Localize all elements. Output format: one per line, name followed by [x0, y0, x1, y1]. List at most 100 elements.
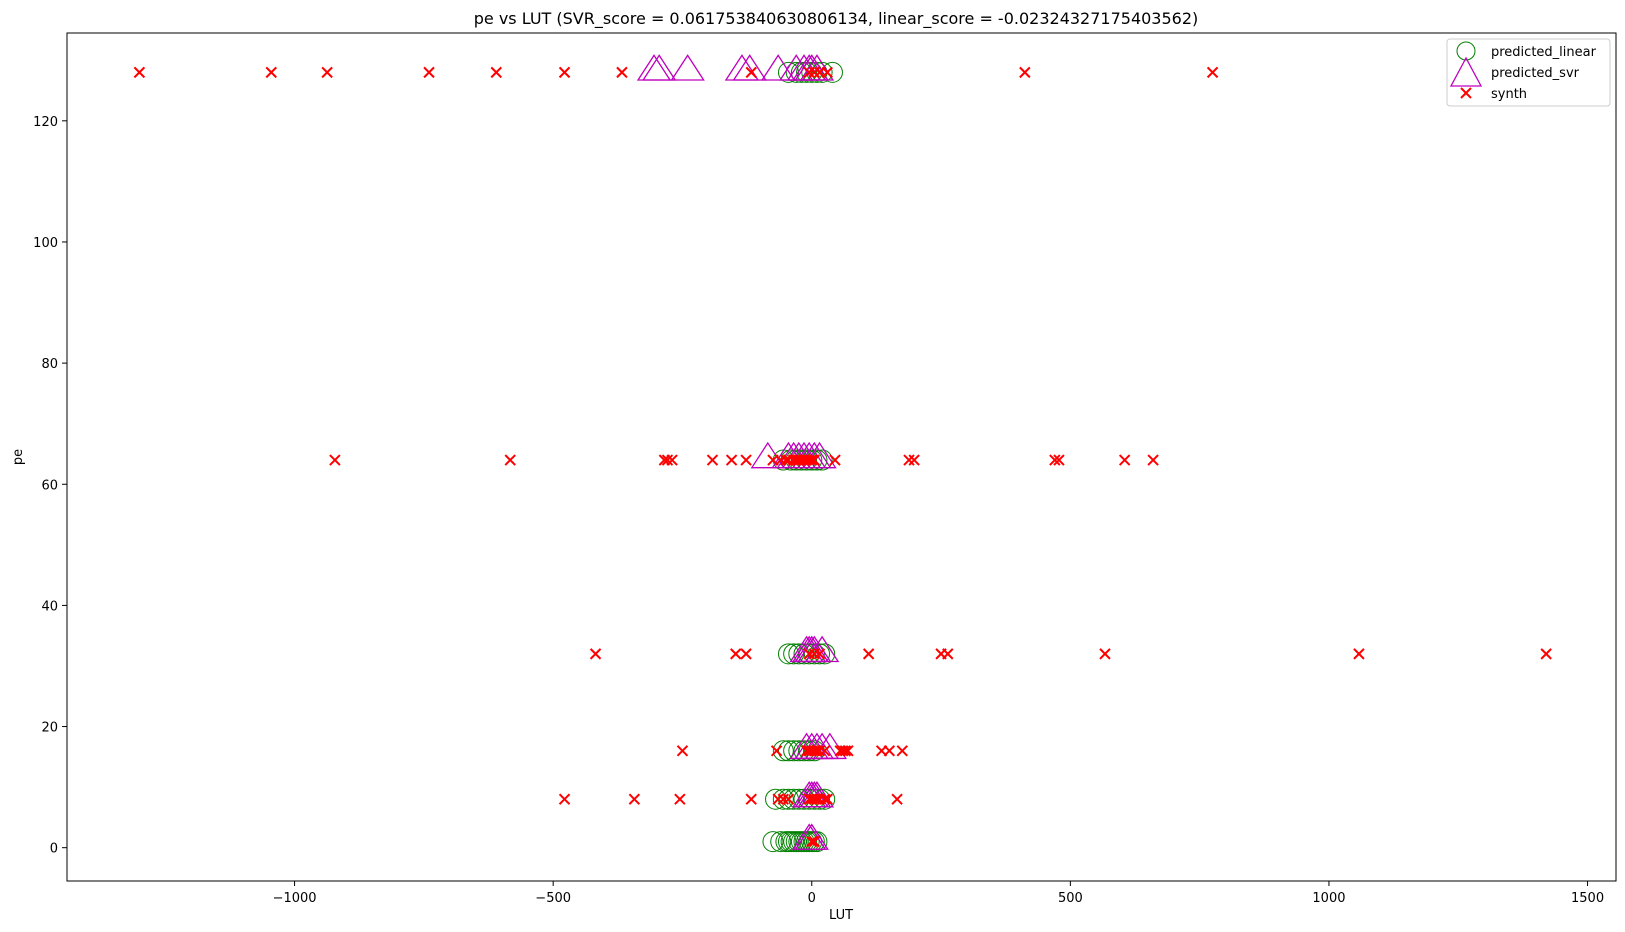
synth-point-48 [661, 454, 674, 466]
series-predicted_svr [636, 54, 848, 850]
synth-point-34 [730, 648, 742, 660]
predicted_linear-point-15 [765, 788, 787, 810]
synth-point-7 [777, 793, 790, 805]
synth-point-65 [808, 454, 821, 466]
synth-point-76 [423, 66, 435, 79]
synth-point-85 [1019, 66, 1031, 79]
legend-label-predicted_linear: predicted_linear [1491, 45, 1597, 60]
synth-point-66 [829, 454, 841, 466]
predicted_svr-point-24 [636, 54, 672, 81]
synth-point-22 [808, 745, 821, 757]
chart-title: pe vs LUT (SVR_score = 0.061753840630806… [474, 9, 1199, 29]
predicted_linear-point-26 [777, 740, 799, 762]
predicted_linear-point-27 [783, 740, 805, 762]
legend-marker-synth [1460, 87, 1472, 99]
predicted_svr-point-5 [799, 781, 835, 808]
synth-point-63 [803, 454, 815, 466]
synth-point-49 [666, 454, 678, 466]
synth-point-68 [908, 454, 920, 466]
synth-point-15 [821, 793, 833, 805]
synth-point-16 [891, 793, 903, 805]
legend-label-predicted_svr: predicted_svr [1491, 66, 1580, 81]
legend-marker-predicted_linear [1456, 41, 1476, 61]
x-tick-label: 1500 [1571, 891, 1604, 906]
synth-point-84 [821, 66, 833, 79]
synth-point-27 [837, 745, 849, 757]
synth-point-78 [558, 66, 571, 79]
predicted_linear-point-1 [770, 831, 792, 853]
synth-point-52 [740, 454, 752, 466]
synth-point-75 [321, 66, 333, 79]
synth-point-71 [1118, 454, 1131, 466]
legend-label-synth: synth [1491, 87, 1527, 102]
synth-point-64 [806, 454, 818, 466]
predicted_linear-point-25 [772, 740, 794, 762]
synth-point-45 [329, 454, 341, 466]
synth-point-14 [818, 793, 831, 805]
synth-point-8 [782, 793, 795, 805]
y-axis-label: pe [11, 449, 26, 465]
synth-point-6 [772, 793, 784, 805]
x-tick-label: −1000 [273, 891, 317, 906]
synth-point-44 [1540, 648, 1552, 660]
y-tick-label: 80 [41, 357, 58, 372]
synth-point-3 [628, 793, 641, 805]
synth-point-1 [808, 835, 821, 848]
synth-point-73 [133, 66, 146, 79]
synth-point-17 [676, 745, 689, 757]
predicted_svr-point-1 [794, 823, 829, 850]
synth-point-42 [1099, 648, 1111, 660]
synth-point-36 [803, 648, 815, 660]
synth-point-0 [806, 835, 818, 848]
synth-point-32 [896, 745, 908, 757]
predicted_svr-point-29 [760, 54, 796, 81]
synth-point-67 [903, 454, 915, 466]
synth-point-31 [883, 745, 896, 757]
y-tick-label: 20 [41, 721, 58, 736]
synth-point-86 [1206, 66, 1219, 79]
synth-point-28 [839, 745, 852, 757]
x-axis-label: LUT [829, 908, 853, 923]
synth-point-33 [589, 648, 602, 660]
synth-point-41 [942, 648, 954, 660]
synth-point-50 [706, 454, 719, 466]
x-tick-label: −500 [535, 891, 571, 906]
predicted_linear-point-16 [772, 788, 794, 810]
legend-box [1446, 38, 1611, 107]
series-synth [133, 66, 1552, 848]
synth-point-24 [813, 745, 826, 757]
synth-point-35 [740, 648, 752, 660]
synth-point-18 [770, 745, 783, 757]
x-tick-label: 0 [808, 891, 816, 906]
synth-point-70 [1053, 454, 1065, 466]
y-tick-label: 60 [41, 478, 58, 493]
synth-point-51 [725, 454, 738, 466]
x-tick-label: 1000 [1312, 891, 1345, 906]
synth-point-4 [674, 793, 686, 805]
synth-point-79 [616, 66, 628, 79]
y-axis: 0 20 40 60 80 100 120 [33, 115, 67, 857]
synth-point-39 [862, 648, 875, 660]
synth-point-82 [808, 66, 821, 79]
data-marks [133, 54, 1552, 853]
predicted_svr-point-26 [670, 54, 705, 81]
synth-point-37 [808, 648, 821, 660]
predicted_svr-point-25 [641, 54, 677, 81]
synth-point-5 [745, 793, 757, 805]
synth-point-11 [808, 793, 821, 805]
x-tick-label: 500 [1058, 891, 1083, 906]
predicted_linear-point-0 [762, 831, 784, 853]
synth-point-77 [490, 66, 502, 79]
synth-point-81 [803, 66, 815, 79]
predicted_svr-point-34 [799, 54, 835, 81]
synth-point-72 [1147, 454, 1159, 466]
x-axis: −1000 −500 0 500 1000 1500 [273, 881, 1604, 906]
legend-marker-predicted_svr [1449, 56, 1483, 87]
y-tick-label: 0 [50, 842, 58, 857]
plot-area [66, 32, 1617, 882]
synth-point-46 [504, 454, 516, 466]
synth-point-74 [265, 66, 277, 79]
synth-point-29 [842, 745, 854, 757]
